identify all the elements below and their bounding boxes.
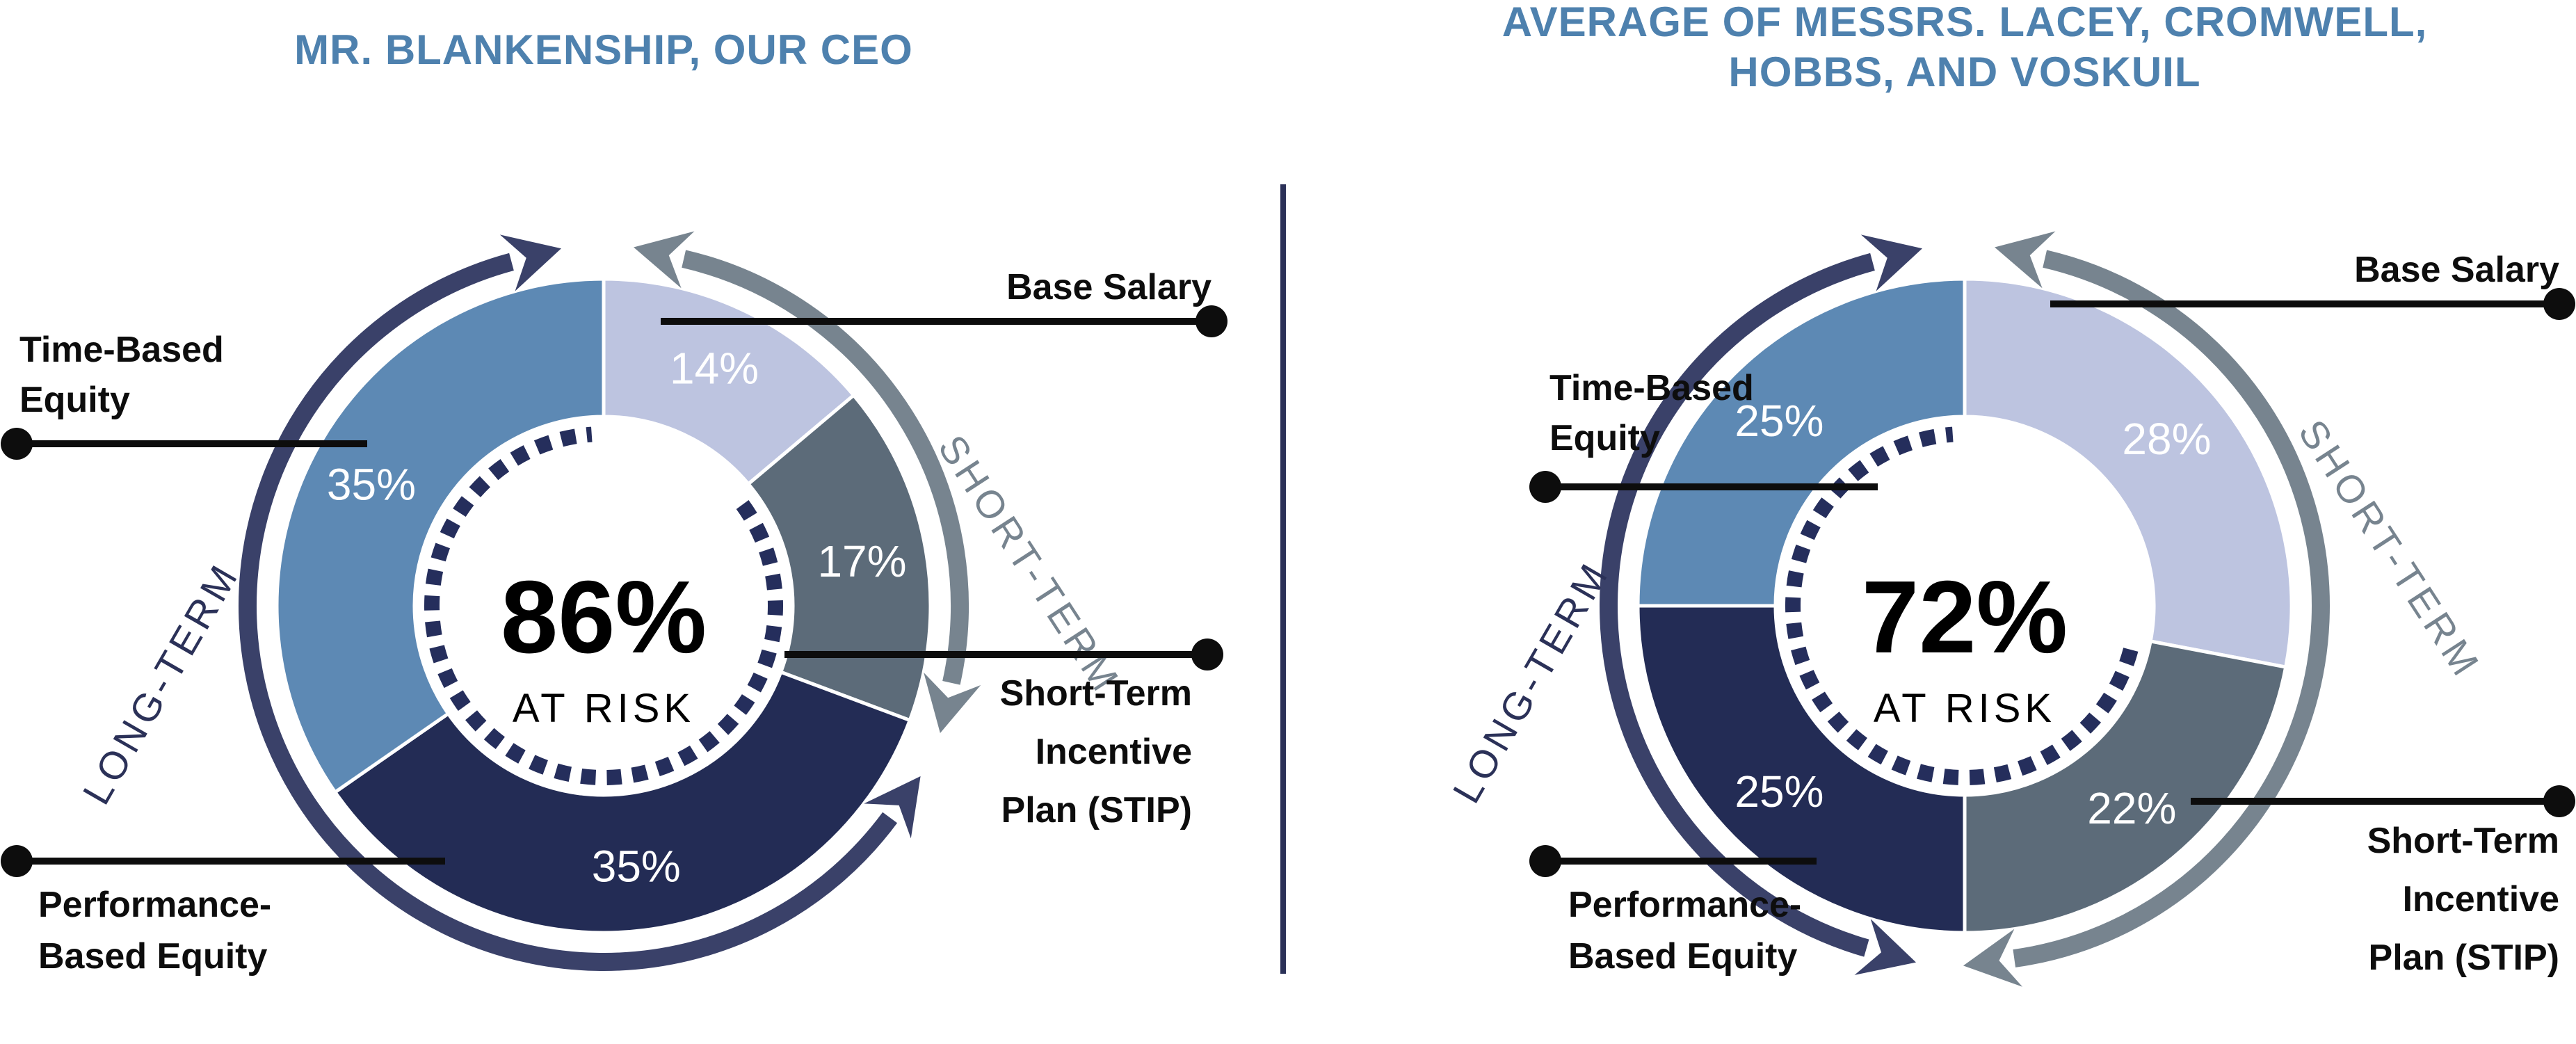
- long-term-arrowhead-top: [499, 234, 561, 291]
- right-long-term-label: LONG-TERM: [1444, 554, 1618, 810]
- left-performance-label-line1: Performance-: [38, 885, 271, 925]
- segment-base-salary: [602, 277, 857, 487]
- pct-label-time-based-equity: 35%: [327, 460, 416, 510]
- pct-label-performance-based-equity: 25%: [1734, 766, 1824, 817]
- segment-performance-based-equity: [332, 670, 912, 935]
- at-risk-dotted-ring: [424, 426, 784, 785]
- segment-performance-based-equity: [1636, 604, 1967, 935]
- left-time-based-callout-dot: [1, 428, 33, 460]
- right-performance-callout-dot: [1529, 845, 1561, 877]
- segment-time-based-equity: [1636, 277, 1967, 608]
- left-center-value: 86%: [501, 560, 707, 675]
- left-stip-label-line3: Plan (STIP): [1001, 790, 1192, 830]
- left-panel-title: MR. BLANKENSHIP, OUR CEO: [294, 26, 913, 73]
- segment-short-term-incentive-plan-stip: [1963, 639, 2288, 935]
- pct-label-base-salary: 28%: [2122, 414, 2211, 464]
- right-center-label: AT RISK: [1874, 686, 2056, 731]
- right-panel-title-line2: HOBBS, AND VOSKUIL: [1728, 49, 2200, 95]
- donut-chart-ceo: 14% 17% 35% 35%: [239, 231, 981, 971]
- left-base-salary-label: Base Salary: [1006, 267, 1211, 307]
- right-time-based-callout-dot: [1529, 471, 1561, 503]
- short-term-arrowhead-top: [634, 231, 695, 289]
- right-base-salary-callout-dot: [2543, 288, 2575, 320]
- short-term-arc: [2013, 250, 2330, 967]
- donut-chart-average: 28% 22% 25% 25%: [1600, 231, 2330, 987]
- right-time-based-label-line2: Equity: [1549, 418, 1660, 458]
- long-term-arrowhead-bottom: [1854, 919, 1917, 975]
- segment-time-based-equity: [275, 277, 606, 795]
- right-performance-label-line2: Based Equity: [1568, 936, 1797, 977]
- left-center-label: AT RISK: [513, 686, 695, 731]
- short-term-arrowhead-bottom: [924, 672, 981, 734]
- left-time-based-label-line2: Equity: [19, 380, 130, 420]
- right-performance-label-line1: Performance-: [1568, 885, 1801, 925]
- right-stip-label-line2: Incentive: [2403, 879, 2559, 919]
- left-base-salary-callout-dot: [1196, 305, 1227, 337]
- pct-label-performance-based-equity: 35%: [592, 841, 681, 891]
- long-term-arrowhead-top: [1860, 234, 1922, 291]
- long-term-arc: [1600, 252, 1875, 957]
- pct-label-base-salary: 14%: [670, 344, 759, 394]
- segment-base-salary: [1963, 277, 2294, 669]
- right-stip-label-line3: Plan (STIP): [2369, 938, 2559, 978]
- left-stip-callout-dot: [1191, 639, 1223, 670]
- short-term-arrowhead-bottom: [1963, 929, 2023, 987]
- right-time-based-label-line1: Time-Based: [1549, 368, 1754, 408]
- pct-label-time-based-equity: 25%: [1734, 396, 1824, 446]
- left-performance-label-line2: Based Equity: [38, 936, 267, 977]
- left-stip-label-line2: Incentive: [1036, 732, 1192, 772]
- long-term-arc: [239, 252, 898, 971]
- right-stip-callout-dot: [2543, 785, 2575, 817]
- short-term-arrowhead-top: [1995, 231, 2056, 289]
- right-base-salary-label: Base Salary: [2354, 250, 2559, 290]
- left-time-based-label-line1: Time-Based: [19, 330, 224, 370]
- pct-label-short-term-incentive-plan-stip: 17%: [817, 536, 906, 586]
- segment-short-term-incentive-plan-stip: [746, 392, 933, 723]
- left-long-term-label: LONG-TERM: [74, 555, 248, 812]
- long-term-arrowhead-bottom: [864, 776, 921, 839]
- left-performance-callout-dot: [1, 845, 33, 877]
- pct-label-short-term-incentive-plan-stip: 22%: [2087, 783, 2176, 833]
- right-center-value: 72%: [1862, 560, 2068, 675]
- right-stip-label-line1: Short-Term: [2367, 821, 2559, 861]
- right-panel-title-line1: AVERAGE OF MESSRS. LACEY, CROMWELL,: [1502, 0, 2428, 45]
- short-term-arc: [682, 250, 969, 685]
- left-stip-label-line1: Short-Term: [1000, 673, 1192, 714]
